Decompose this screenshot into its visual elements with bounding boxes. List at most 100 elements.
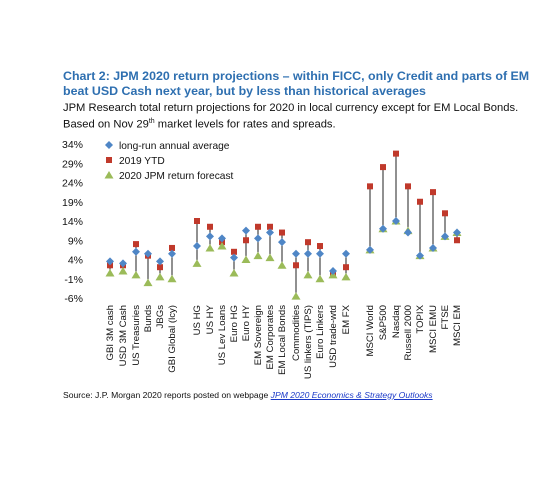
data-point-triangle: [303, 270, 313, 279]
data-point-diamond: [156, 257, 164, 266]
y-tick-label: 14%: [62, 216, 83, 228]
x-tick-label: GBI 3M cash: [105, 305, 116, 360]
data-point-square: [267, 223, 273, 230]
data-point-square: [317, 243, 323, 250]
data-point-triangle: [229, 268, 239, 277]
data-point-diamond: [441, 232, 449, 241]
data-point-square: [293, 262, 299, 269]
subtitle-text: JPM Research total return projections fo…: [63, 102, 519, 131]
subtitle-superscript: th: [148, 118, 155, 125]
data-point-triangle: [291, 292, 301, 300]
data-point-diamond: [254, 234, 262, 243]
y-tick-label: 4%: [68, 255, 83, 267]
data-point-square: [430, 189, 436, 196]
data-point-diamond: [392, 217, 400, 225]
data-point-diamond: [329, 267, 337, 276]
legend-label: 2020 JPM return forecast: [119, 171, 234, 182]
y-tick-label: 29%: [62, 158, 83, 170]
legend-marker-diamond: [105, 141, 113, 149]
legend-label: long-run annual average: [119, 141, 230, 152]
data-point-square: [305, 239, 311, 246]
data-point-diamond: [342, 249, 350, 258]
x-tick-label: USD 3M Cash: [118, 305, 129, 366]
chart-subtitle: JPM Research total return projections fo…: [63, 101, 533, 132]
source-text: Source: J.P. Morgan 2020 reports posted …: [63, 390, 271, 400]
x-tick-label: US Lev Loans: [217, 305, 228, 365]
data-point-square: [169, 244, 175, 251]
y-tick-label: 9%: [68, 235, 83, 247]
data-point-diamond: [416, 251, 424, 260]
x-tick-label: GBI Global (lcy): [167, 305, 178, 373]
data-point-triangle: [315, 274, 325, 283]
x-tick-label: Euro HG: [229, 305, 240, 342]
data-point-diamond: [144, 249, 152, 258]
data-point-diamond: [404, 228, 412, 237]
x-tick-label: MSCI EMU: [428, 305, 439, 353]
data-point-diamond: [266, 228, 274, 237]
x-tick-label: MSCI World: [365, 305, 376, 357]
x-tick-label: Bunds: [143, 305, 154, 332]
data-point-square: [343, 264, 349, 271]
data-point-triangle: [155, 272, 165, 281]
x-tick-label: MSCI EM: [452, 305, 463, 346]
x-tick-label: EM Sovereign: [253, 305, 264, 365]
source-link[interactable]: JPM 2020 Economics & Strategy Outlooks: [270, 390, 433, 400]
x-tick-label: EM Corporates: [265, 305, 276, 370]
data-point-diamond: [278, 238, 286, 247]
legend-marker-square: [106, 157, 112, 163]
x-tick-label: Nasdaq: [391, 305, 402, 338]
subtitle-text-end: market levels for rates and spreads.: [154, 118, 336, 131]
data-point-square: [243, 237, 249, 244]
data-point-diamond: [304, 249, 312, 258]
legend: long-run annual average 2019 YTD 2020 JPM …: [104, 141, 234, 182]
x-tick-label: Commodities: [291, 305, 302, 361]
x-tick-label: US Treasuries: [131, 305, 142, 366]
data-point-diamond: [119, 259, 127, 268]
data-point-diamond: [218, 234, 226, 243]
data-point-diamond: [193, 242, 201, 251]
data-point-triangle: [105, 268, 115, 277]
data-point-square: [442, 210, 448, 217]
y-tick-label: 19%: [62, 197, 83, 209]
data-point-triangle: [253, 251, 263, 260]
x-tick-label: JBGs: [155, 305, 166, 329]
data-point-diamond: [379, 224, 387, 233]
data-point-diamond: [292, 249, 300, 258]
data-point-triangle: [143, 278, 153, 287]
data-point-square: [255, 223, 261, 230]
data-point-square: [417, 198, 423, 205]
x-tick-label: EM Local Bonds: [277, 305, 288, 375]
y-tick-label: 24%: [62, 178, 83, 190]
data-point-square: [231, 248, 237, 255]
x-tick-label: USD trade-wtd: [328, 305, 339, 368]
x-tick-label: Russell 2000: [403, 305, 414, 360]
x-tick-label: US HY: [205, 304, 216, 334]
x-tick-label: TOPIX: [415, 304, 426, 333]
data-point-diamond: [132, 247, 140, 256]
data-point-square: [279, 229, 285, 236]
y-tick-label: -6%: [64, 293, 83, 305]
data-point-diamond: [168, 249, 176, 258]
data-point-square: [380, 164, 386, 171]
data-point-square: [207, 223, 213, 230]
data-point-triangle: [167, 274, 177, 283]
x-tick-label: S&P500: [378, 305, 389, 340]
x-tick-label: FTSE: [440, 305, 451, 330]
series-layer: [105, 150, 462, 300]
source-note: Source: J.P. Morgan 2020 reports posted …: [63, 390, 543, 400]
data-point-diamond: [366, 245, 374, 254]
x-tick-label: EM FX: [341, 304, 352, 334]
y-tick-label: 34%: [62, 139, 83, 151]
data-point-diamond: [230, 253, 238, 262]
data-point-square: [133, 241, 139, 248]
data-point-square: [194, 218, 200, 224]
data-point-square: [367, 183, 373, 190]
x-tick-label: Euro Linkers: [315, 305, 326, 359]
data-point-square: [393, 150, 399, 157]
data-point-triangle: [217, 242, 227, 250]
data-point-triangle: [192, 259, 202, 267]
axis-layer: -6%-1%4%9%14%19%24%29%34%GBI 3M cash USD …: [62, 139, 463, 379]
data-point-square: [157, 264, 163, 271]
data-point-square: [405, 183, 411, 190]
data-point-diamond: [106, 257, 114, 266]
